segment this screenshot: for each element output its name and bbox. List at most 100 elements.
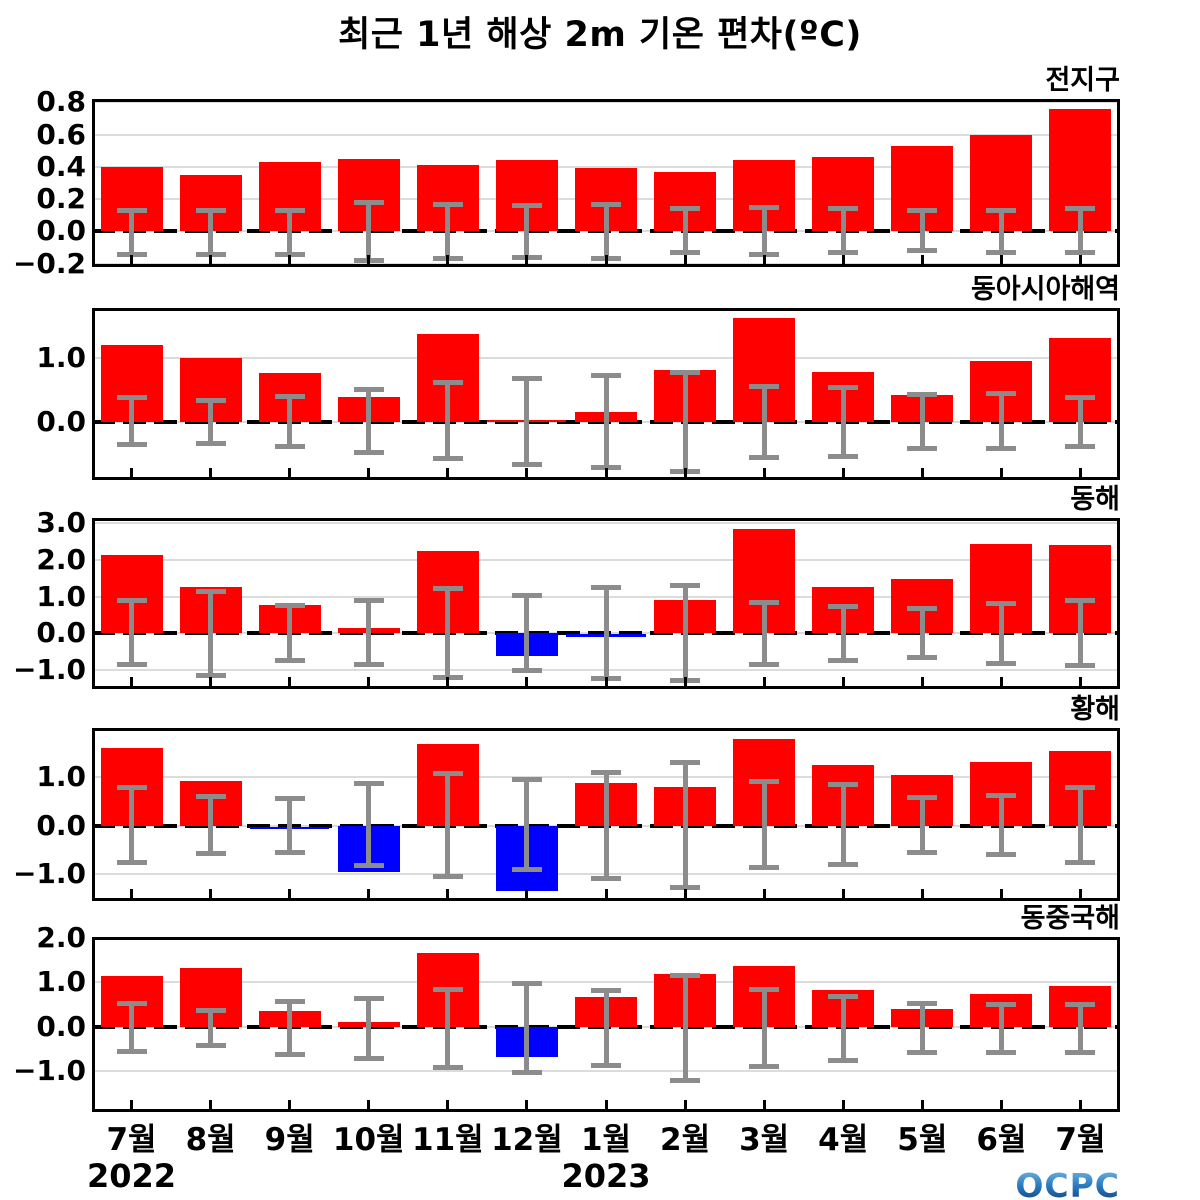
x-tick-mark <box>683 1100 687 1109</box>
error-bar-cap-top <box>432 380 463 386</box>
error-bar-cap-bottom <box>1065 1049 1096 1055</box>
x-month-label: 12월 <box>491 1122 563 1158</box>
error-bar-stem <box>919 394 925 449</box>
error-bar-stem <box>919 797 925 853</box>
panel-region-label: 전지구 <box>1045 65 1120 96</box>
error-bar-cap-bottom <box>828 454 859 460</box>
y-tick-label: 0.0 <box>36 616 86 650</box>
error-bar-cap-top <box>116 395 147 401</box>
y-tick-label: 3.0 <box>36 506 86 540</box>
error-bar-stem <box>208 796 214 854</box>
x-tick-mark <box>367 1100 371 1109</box>
y-tick-label: 2.0 <box>36 543 86 577</box>
error-bar-cap-bottom <box>749 661 780 667</box>
x-tick-mark <box>209 677 213 686</box>
error-bar-cap-top <box>591 584 621 590</box>
error-bar-cap-top <box>986 793 1017 799</box>
error-bar-cap-top <box>670 206 701 212</box>
error-bar-cap-top <box>749 779 780 785</box>
error-bar-cap-top <box>1065 598 1096 604</box>
x-tick-mark <box>367 677 371 686</box>
error-bar-cap-bottom <box>591 1062 621 1068</box>
error-bar-cap-bottom <box>274 444 305 450</box>
error-bar-stem <box>445 989 451 1068</box>
error-bar-cap-bottom <box>274 849 305 855</box>
x-tick-mark <box>525 677 529 686</box>
error-bar-cap-top <box>907 1001 938 1007</box>
y-tick-label: 0.0 <box>36 808 86 842</box>
x-tick-mark <box>209 1100 213 1109</box>
x-tick-mark <box>920 1100 924 1109</box>
error-bar-stem <box>603 587 609 679</box>
error-bar-cap-bottom <box>907 445 938 451</box>
error-bar-cap-top <box>986 1002 1017 1008</box>
error-bar-cap-bottom <box>986 852 1017 858</box>
error-bar-cap-bottom <box>591 465 621 471</box>
error-bar-cap-bottom <box>828 862 859 868</box>
error-bar-cap-bottom <box>907 248 938 254</box>
error-bar-stem <box>208 400 214 444</box>
panel-region-label: 동아시아해역 <box>970 274 1120 305</box>
error-bar-cap-top <box>828 385 859 391</box>
error-bar-cap-bottom <box>195 672 226 678</box>
error-bar-stem <box>1077 600 1083 666</box>
error-bar-stem <box>761 781 767 868</box>
error-bar-cap-top <box>670 370 701 376</box>
error-bar-cap-bottom <box>986 1049 1017 1055</box>
error-bar-cap-bottom <box>195 441 226 447</box>
error-bar-stem <box>287 396 293 447</box>
x-tick-mark <box>683 677 687 686</box>
error-bar-cap-bottom <box>432 1064 463 1070</box>
error-bar-cap-top <box>195 794 226 800</box>
error-bar-stem <box>761 989 767 1067</box>
error-bar-cap-top <box>1065 784 1096 790</box>
error-bar-stem <box>919 608 925 658</box>
x-tick-mark <box>130 1100 134 1109</box>
x-year-label: 2022 <box>87 1157 177 1195</box>
error-bar-cap-top <box>116 1001 147 1007</box>
x-tick-mark <box>288 468 292 477</box>
error-bar-stem <box>208 210 214 255</box>
x-tick-mark <box>288 677 292 686</box>
error-bar-cap-bottom <box>907 850 938 856</box>
x-tick-mark <box>130 677 134 686</box>
error-bar-stem <box>1077 787 1083 863</box>
x-tick-mark <box>762 468 766 477</box>
ocpc-logo: OCPC <box>1000 1166 1120 1200</box>
error-bar-cap-top <box>432 770 463 776</box>
panel-frame-1 <box>92 308 1120 480</box>
error-bar-cap-bottom <box>353 1055 384 1061</box>
error-bar-stem <box>761 386 767 458</box>
x-month-label: 7월 <box>1055 1122 1106 1158</box>
error-bar-cap-top <box>670 760 701 766</box>
x-tick-mark <box>920 677 924 686</box>
error-bar-cap-bottom <box>986 446 1017 452</box>
x-month-label: 3월 <box>739 1122 790 1158</box>
error-bar-stem <box>287 798 293 853</box>
error-bar-cap-bottom <box>116 251 147 257</box>
y-tick-label: 2.0 <box>36 920 86 954</box>
error-bar-cap-top <box>195 588 226 594</box>
x-month-label: 9월 <box>264 1122 315 1158</box>
error-bar-cap-top <box>986 600 1017 606</box>
error-bar-stem <box>129 787 135 863</box>
x-tick-mark <box>446 255 450 264</box>
x-tick-mark <box>683 889 687 898</box>
error-bar-stem <box>761 207 767 255</box>
x-tick-mark <box>525 255 529 264</box>
error-bar-stem <box>524 378 530 465</box>
gridline <box>94 133 1118 136</box>
error-bar-cap-top <box>828 782 859 788</box>
panel-frame-3 <box>92 728 1120 901</box>
error-bar-cap-top <box>749 204 780 210</box>
x-tick-mark <box>525 889 529 898</box>
error-bar-cap-top <box>511 777 542 783</box>
error-bar-cap-bottom <box>749 251 780 257</box>
y-tick-label: 1.0 <box>36 340 86 374</box>
error-bar-cap-top <box>591 201 621 207</box>
error-bar-cap-top <box>274 207 305 213</box>
error-bar-cap-bottom <box>1065 662 1096 668</box>
error-bar-cap-bottom <box>116 661 147 667</box>
x-tick-mark <box>604 1100 608 1109</box>
error-bar-cap-top <box>511 376 542 382</box>
